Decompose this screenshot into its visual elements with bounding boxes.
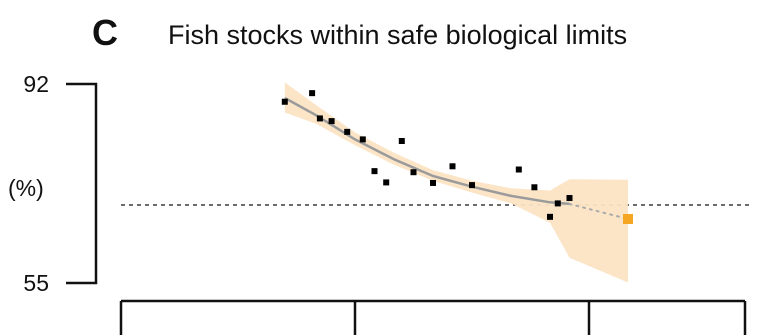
plot-area: 92 55 [23, 71, 752, 335]
data-point [531, 184, 538, 191]
data-point [554, 200, 561, 207]
data-point [383, 179, 390, 186]
data-point [469, 182, 475, 189]
data-point [398, 138, 405, 145]
data-point [344, 128, 351, 135]
data-point [281, 98, 288, 105]
chart-title: Fish stocks within safe biological limit… [168, 20, 627, 50]
data-point [449, 163, 456, 170]
y-tick-label: 92 [23, 71, 49, 97]
data-point [328, 118, 335, 125]
data-point [309, 90, 316, 97]
data-point [359, 136, 366, 143]
data-point [371, 168, 378, 175]
data-point [316, 115, 323, 122]
data-point [515, 166, 522, 173]
y-tick-label: 55 [23, 270, 49, 296]
projection-line [568, 202, 629, 220]
data-point [430, 179, 436, 186]
y-axis-line [66, 82, 98, 285]
y-axis-label: (%) [8, 175, 44, 201]
data-point [410, 169, 417, 176]
panel-letter: C [92, 12, 118, 53]
data-point [566, 195, 573, 202]
target-marker [623, 213, 633, 224]
data-point [547, 213, 553, 220]
